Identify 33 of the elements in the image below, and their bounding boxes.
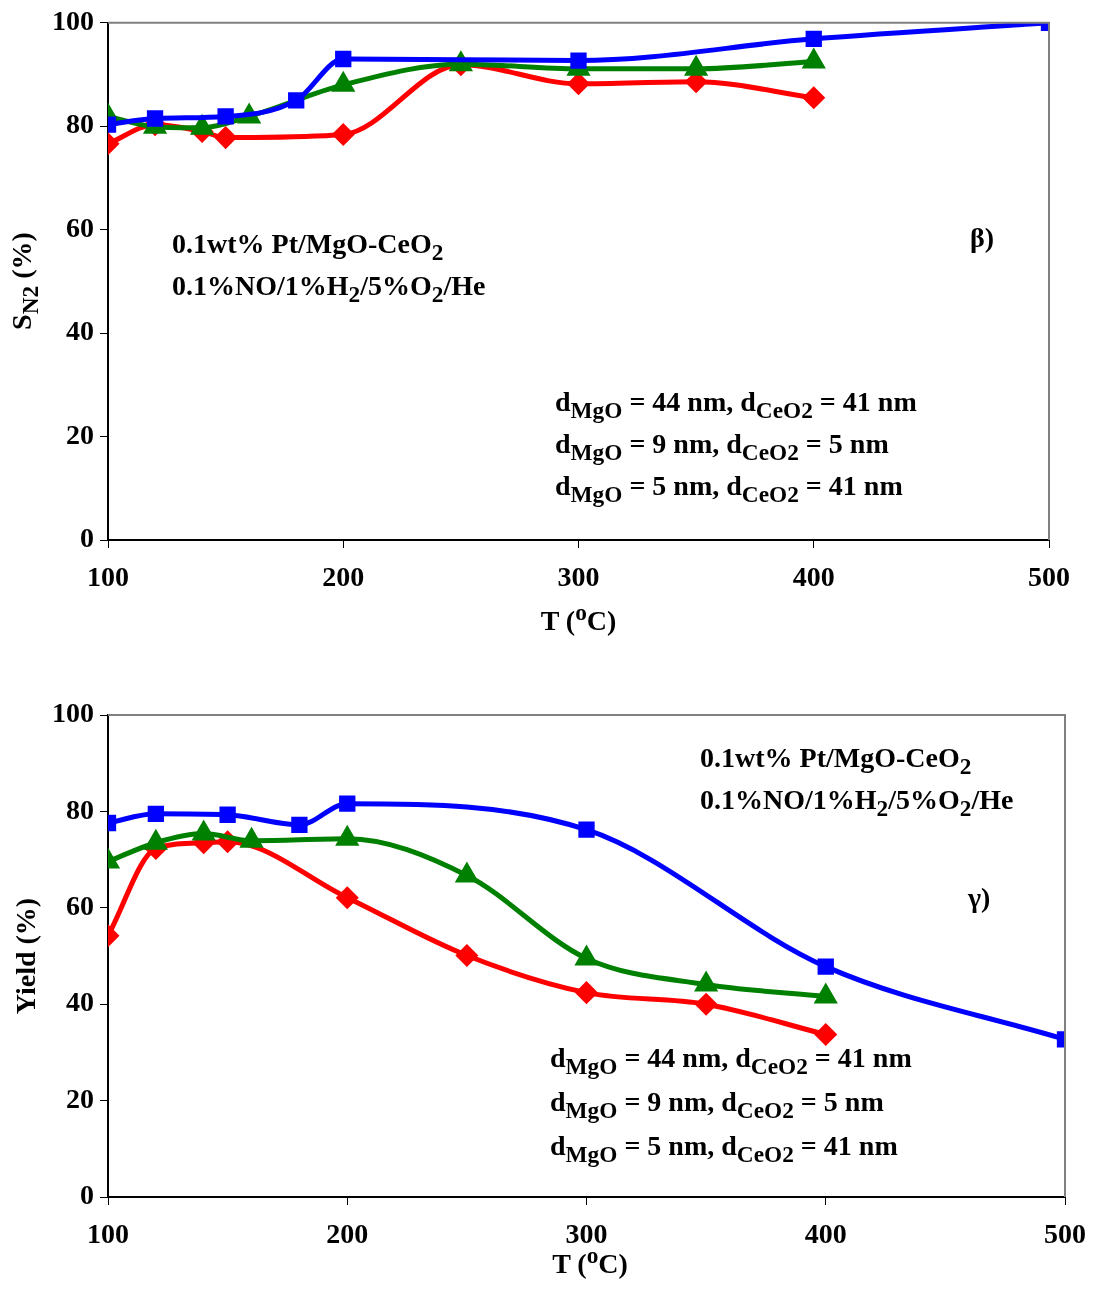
annotation: d$_{MgO}$ = 44 nm, d$_{CeO2}$ = 41 nm <box>550 1042 912 1081</box>
x-tick-label: 300 <box>557 561 600 593</box>
annotation: d$_{MgO}$ = 9 nm, d$_{CeO2}$ = 5 nm <box>555 428 889 467</box>
x-tick-label: 400 <box>792 561 835 593</box>
x-tick-label: 500 <box>1044 1218 1086 1250</box>
x-tick-label: 200 <box>322 561 365 593</box>
y-tick-label: 20 <box>66 1082 94 1114</box>
annotation: 0.1wt% Pt/MgO-CeO$_{2}$ <box>700 742 972 781</box>
annotation: 0.1%NO/1%H$_{2}$/5%O$_{2}$/He <box>172 270 486 309</box>
y-tick-label: 40 <box>66 315 94 347</box>
y-tick-label: 40 <box>66 986 94 1018</box>
annotation: 0.1%NO/1%H$_{2}$/5%O$_{2}$/He <box>700 784 1014 823</box>
y-tick-label: 100 <box>52 697 94 729</box>
y-tick-label: 80 <box>66 793 94 825</box>
y-tick-label: 0 <box>80 522 94 554</box>
y-tick-label: 20 <box>66 418 94 450</box>
annotation: 0.1wt% Pt/MgO-CeO$_{2}$ <box>172 228 444 267</box>
annotation: d$_{MgO}$ = 44 nm, d$_{CeO2}$ = 41 nm <box>555 386 917 425</box>
x-tick-label: 400 <box>804 1218 847 1250</box>
x-tick-label: 500 <box>1028 561 1070 593</box>
annotation: d$_{MgO}$ = 5 nm, d$_{CeO2}$ = 41 nm <box>550 1130 898 1169</box>
y-tick-label: 60 <box>66 211 94 243</box>
y-tick-label: 80 <box>66 108 94 140</box>
y-axis-title: Yield (%) <box>10 897 42 1015</box>
annotation: β) <box>970 222 995 254</box>
y-tick-label: 0 <box>80 1179 94 1211</box>
annotation: γ) <box>968 882 991 914</box>
y-tick-label: 100 <box>52 5 94 37</box>
annotation: d$_{MgO}$ = 9 nm, d$_{CeO2}$ = 5 nm <box>550 1086 884 1125</box>
x-axis-title: T ($^{o}$C) <box>540 598 617 637</box>
y-tick-label: 60 <box>66 890 94 922</box>
x-tick-label: 200 <box>326 1218 369 1250</box>
annotation: d$_{MgO}$ = 5 nm, d$_{CeO2}$ = 41 nm <box>555 470 903 509</box>
